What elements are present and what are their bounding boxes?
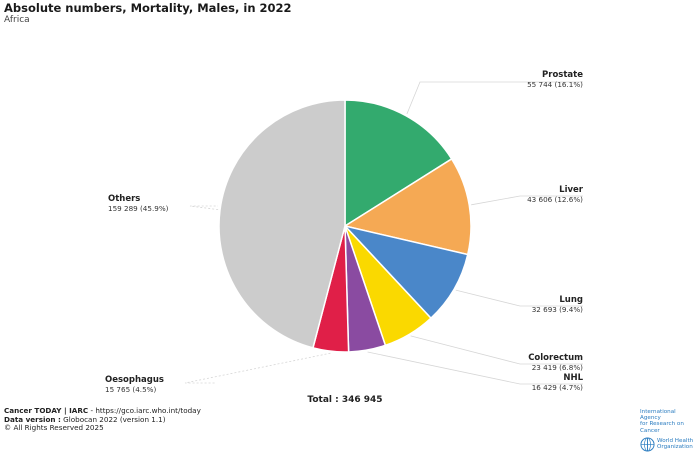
iarc-logo-text: International Agency for Research on Can… <box>640 409 696 434</box>
footer-data-version-label: Data version : <box>4 414 61 424</box>
pie-slice-prostate[interactable] <box>344 99 453 228</box>
leader-line-lung <box>455 289 583 307</box>
slice-value-lung: 32 693 (9.4%) <box>532 305 583 314</box>
slice-value-liver: 43 606 (12.6%) <box>527 195 583 204</box>
leader-line-oesophagus <box>184 352 331 384</box>
footer-copyright: © All Rights Reserved 2025 <box>4 423 104 433</box>
slice-value-colorectum: 23 419 (6.8%) <box>532 363 583 372</box>
slice-label-oesophagus: Oesophagus <box>105 375 164 385</box>
who-logo-text: World Health Organization <box>657 438 693 450</box>
footer-data-version: Data version : Globocan 2022 (version 1.… <box>4 414 201 425</box>
who-emblem-icon <box>640 437 655 452</box>
slice-value-nhl: 16 429 (4.7%) <box>532 383 583 392</box>
chart-title: Absolute numbers, Mortality, Males, in 2… <box>4 1 292 15</box>
slice-label-nhl: NHL <box>563 373 583 383</box>
footer-data-version-value: Globocan 2022 (version 1.1) <box>60 414 166 424</box>
leader-line-liver <box>471 195 583 206</box>
slice-label-prostate: Prostate <box>542 70 583 80</box>
total-label: Total : 346 945 <box>307 395 382 405</box>
pie-slice-others[interactable] <box>218 99 346 349</box>
leader-line-nhl <box>367 351 583 385</box>
who-logo: World Health Organization <box>640 437 696 452</box>
footer-source-url[interactable]: - https://gco.iarc.who.int/today <box>88 406 201 415</box>
slice-label-colorectum: Colorectum <box>528 353 583 363</box>
slice-value-prostate: 55 744 (16.1%) <box>527 80 583 89</box>
pie-slice-liver[interactable] <box>343 157 472 256</box>
who-line-2: Organization <box>657 444 693 451</box>
pie-slices <box>218 99 472 353</box>
leader-lines <box>184 81 583 385</box>
slice-label-others: Others <box>108 194 140 204</box>
iarc-who-logo: International Agency for Research on Can… <box>640 409 696 452</box>
who-line-1: World Health <box>657 438 694 445</box>
footer-source-title: Cancer TODAY | IARC <box>4 406 89 415</box>
leader-line-others <box>189 205 219 210</box>
iarc-line-2: for Research on Cancer <box>640 421 684 434</box>
footer: Cancer TODAY | IARC - https://gco.iarc.w… <box>4 406 201 433</box>
leader-line-colorectum <box>410 335 583 365</box>
iarc-line-1: International Agency <box>640 409 676 422</box>
slice-value-others: 159 289 (45.9%) <box>108 204 169 213</box>
footer-source: Cancer TODAY | IARC - https://gco.iarc.w… <box>4 406 201 416</box>
slice-value-oesophagus: 15 765 (4.5%) <box>105 385 156 394</box>
slice-label-lung: Lung <box>559 295 583 305</box>
slice-label-liver: Liver <box>559 185 584 195</box>
leader-line-prostate <box>406 81 583 115</box>
chart-subtitle: Africa <box>4 15 30 25</box>
